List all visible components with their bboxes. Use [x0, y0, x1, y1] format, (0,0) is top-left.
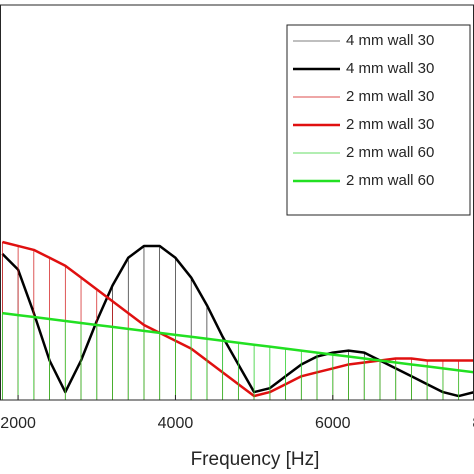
legend-label: 4 mm wall 30 [346, 60, 434, 77]
x-tick-label: 2000 [0, 415, 36, 432]
x-tick-label: 8000 [472, 415, 474, 432]
legend-label: 2 mm wall 30 [346, 88, 434, 105]
legend-label: 2 mm wall 60 [346, 172, 434, 189]
x-axis-label: Frequency [Hz] [191, 449, 320, 470]
legend-label: 2 mm wall 60 [346, 144, 434, 161]
x-tick-label: 6000 [315, 415, 351, 432]
legend-label: 2 mm wall 30 [346, 116, 434, 133]
legend [286, 24, 471, 216]
legend-label: 4 mm wall 30 [346, 32, 434, 49]
line [2, 311, 474, 374]
plot-area [1, 240, 474, 400]
x-tick-label: 4000 [158, 415, 194, 432]
